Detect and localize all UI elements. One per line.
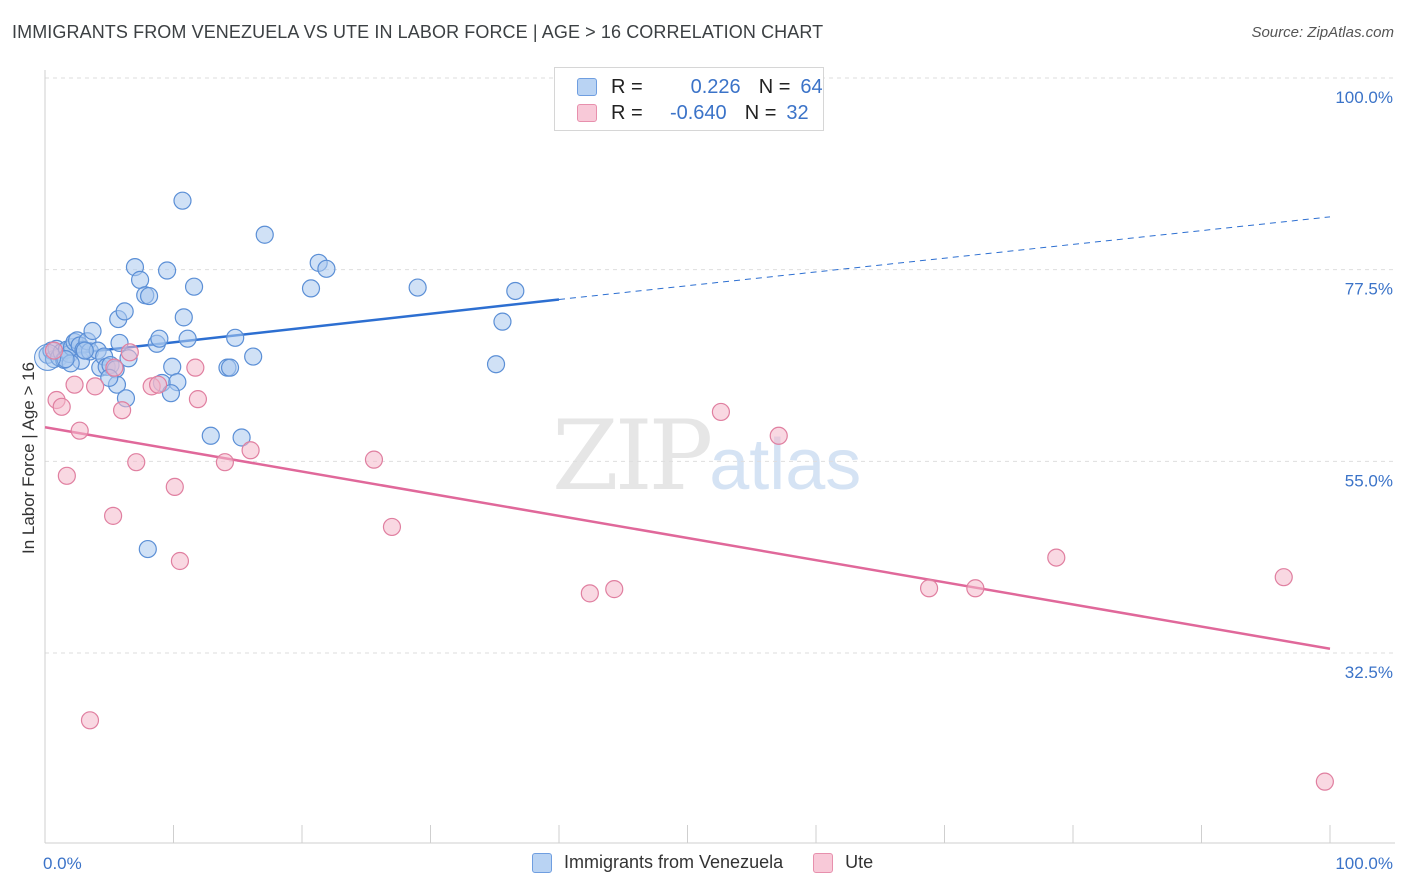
chart-title: IMMIGRANTS FROM VENEZUELA VS UTE IN LABO… xyxy=(12,22,824,42)
watermark-zip: ZIP xyxy=(552,400,713,512)
legend-n-label: N = xyxy=(758,75,791,98)
data-point-venezuela xyxy=(317,259,336,278)
data-point-venezuela xyxy=(115,302,134,321)
data-point-ute xyxy=(382,517,402,537)
data-point-venezuela xyxy=(163,357,182,376)
data-point-venezuela xyxy=(161,384,181,403)
x-tick-label: 0.0% xyxy=(43,854,82,873)
data-point-ute xyxy=(57,466,76,485)
data-point-venezuela xyxy=(157,261,177,280)
data-point-venezuela xyxy=(301,279,321,298)
data-point-venezuela xyxy=(139,286,159,306)
watermark: ZIPatlas xyxy=(552,400,861,512)
legend-swatch-pink xyxy=(577,104,597,122)
data-point-ute xyxy=(120,343,139,362)
data-point-venezuela xyxy=(244,347,263,366)
data-point-venezuela xyxy=(506,281,525,301)
data-point-venezuela xyxy=(130,270,150,289)
data-point-ute xyxy=(44,341,64,360)
data-point-ute xyxy=(215,453,234,472)
legend-r-label: R = xyxy=(611,101,643,124)
data-point-venezuela xyxy=(174,308,193,327)
data-point-ute xyxy=(165,477,184,496)
x-tick-label: 100.0% xyxy=(1335,854,1393,873)
legend-label-venezuela: Immigrants from Venezuela xyxy=(564,852,784,872)
data-point-venezuela xyxy=(83,321,102,341)
data-point-ute xyxy=(1315,772,1334,791)
legend-n-value: 32 xyxy=(786,101,809,124)
data-point-ute xyxy=(1047,548,1066,567)
legend-row-venezuela: R = 0.226 N = 64 xyxy=(577,74,823,100)
data-point-ute xyxy=(65,375,84,394)
data-point-ute xyxy=(364,450,384,469)
data-point-ute xyxy=(1274,568,1293,587)
data-point-ute xyxy=(86,377,105,396)
data-point-venezuela xyxy=(408,278,427,297)
data-point-ute xyxy=(80,711,100,730)
tick-labels: 32.5% 55.0% 77.5% 100.0% 0.0% 100.0% In Labor … xyxy=(19,88,1393,873)
legend-label-ute: Ute xyxy=(845,852,874,872)
legend-n-value: 64 xyxy=(800,75,823,98)
y-axis-title: In Labor Force | Age > 16 xyxy=(19,362,38,554)
data-point-ute xyxy=(966,579,985,598)
data-point-venezuela xyxy=(178,329,197,348)
data-point-venezuela xyxy=(138,539,157,559)
data-point-ute xyxy=(70,421,89,440)
data-point-ute xyxy=(112,401,132,420)
legend-n-label: N = xyxy=(744,101,777,124)
data-point-ute xyxy=(188,390,208,409)
legend-r-label: R = xyxy=(611,75,643,98)
data-point-ute xyxy=(104,506,123,525)
data-point-venezuela xyxy=(184,277,204,296)
data-point-ute xyxy=(241,441,260,460)
axes xyxy=(44,70,1395,844)
legend-swatch-blue xyxy=(532,852,552,873)
legend-swatch-pink xyxy=(813,852,834,873)
legend-item-ute[interactable]: Ute xyxy=(813,852,873,873)
series-ute-points xyxy=(44,341,1334,791)
series-venezuela-points xyxy=(34,191,525,559)
data-point-ute xyxy=(186,358,205,377)
data-point-ute xyxy=(605,580,624,599)
data-point-ute xyxy=(127,453,146,472)
data-point-venezuela xyxy=(232,428,251,447)
y-tick-label: 55.0% xyxy=(1345,471,1393,490)
y-tick-label: 77.5% xyxy=(1345,280,1393,299)
data-point-venezuela xyxy=(255,225,274,244)
correlation-legend: R = 0.226 N = 64 R = -0.640 N = 32 xyxy=(554,67,824,131)
data-point-venezuela xyxy=(486,355,506,374)
data-point-ute xyxy=(711,402,731,422)
data-point-venezuela xyxy=(75,341,94,360)
trend-line-ute xyxy=(44,426,1331,650)
trend-line-venezuela-extension xyxy=(558,216,1331,300)
data-point-venezuela xyxy=(493,312,512,331)
grid-lines xyxy=(45,77,1395,654)
legend-r-value: -0.640 xyxy=(669,101,727,124)
legend-item-venezuela[interactable]: Immigrants from Venezuela xyxy=(532,852,783,873)
data-point-venezuela xyxy=(220,358,240,377)
data-point-ute xyxy=(919,579,939,598)
series-legend: Immigrants from Venezuela Ute xyxy=(532,852,903,873)
data-point-venezuela xyxy=(226,328,245,347)
data-point-ute xyxy=(105,358,124,377)
legend-row-ute: R = -0.640 N = 32 xyxy=(577,100,809,126)
y-tick-label: 32.5% xyxy=(1345,663,1393,682)
data-point-ute xyxy=(52,397,71,416)
data-point-ute xyxy=(769,426,788,445)
data-point-venezuela xyxy=(201,426,220,445)
legend-r-value: 0.226 xyxy=(690,75,741,98)
data-point-venezuela xyxy=(173,191,192,210)
data-point-ute xyxy=(148,375,168,394)
y-tick-label: 100.0% xyxy=(1335,88,1393,107)
source-label: Source: ZipAtlas.com xyxy=(1251,24,1394,41)
data-point-venezuela xyxy=(150,329,169,348)
legend-swatch-blue xyxy=(577,78,597,96)
data-point-ute xyxy=(580,584,599,603)
data-point-ute xyxy=(170,551,190,571)
